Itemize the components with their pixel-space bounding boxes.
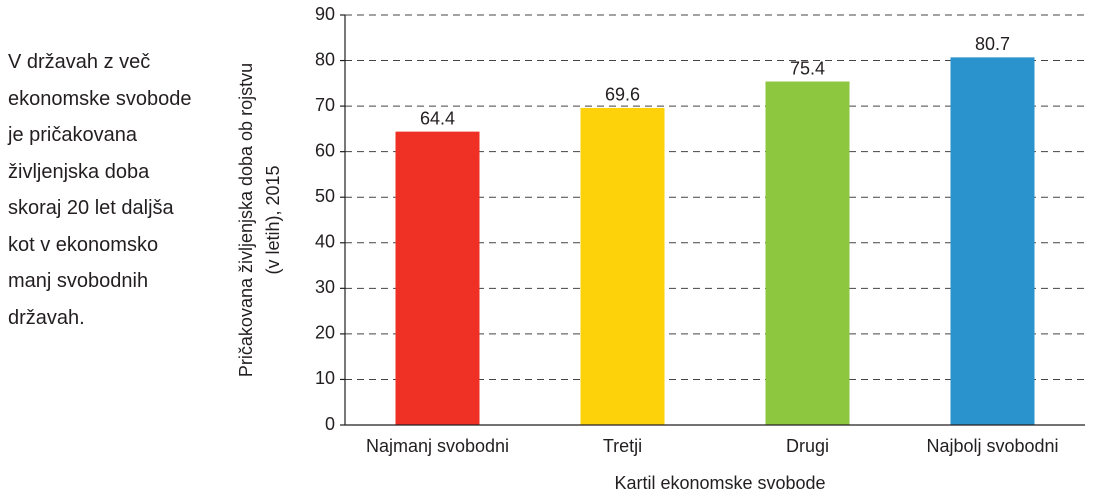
- y-tick-label: 90: [315, 4, 335, 24]
- bar: [580, 107, 665, 425]
- y-tick-label: 30: [315, 277, 335, 297]
- y-axis-label: (v letih), 2015: [263, 165, 283, 274]
- y-tick-label: 70: [315, 95, 335, 115]
- y-tick-label: 50: [315, 186, 335, 206]
- bar: [395, 131, 480, 425]
- y-tick-label: 80: [315, 49, 335, 69]
- x-tick-label: Drugi: [786, 436, 829, 456]
- y-tick-label: 40: [315, 232, 335, 252]
- bar: [950, 57, 1035, 425]
- y-axis-label: Pričakovana življenjska doba ob rojstvu: [236, 63, 256, 377]
- y-tick-label: 20: [315, 323, 335, 343]
- x-axis-label: Kartil ekonomske svobode: [614, 473, 825, 493]
- x-tick-label: Najmanj svobodni: [366, 436, 509, 456]
- y-tick-label: 0: [325, 414, 335, 434]
- x-tick-label: Najbolj svobodni: [926, 436, 1058, 456]
- value-label: 80.7: [975, 34, 1010, 54]
- bar: [765, 81, 850, 425]
- y-tick-label: 10: [315, 368, 335, 388]
- x-tick-label: Tretji: [603, 436, 642, 456]
- value-label: 69.6: [605, 85, 640, 105]
- y-tick-label: 60: [315, 140, 335, 160]
- value-label: 75.4: [790, 58, 825, 78]
- value-label: 64.4: [420, 108, 455, 128]
- annotation: V državah z več ekonomske svobode je pri…: [8, 51, 192, 329]
